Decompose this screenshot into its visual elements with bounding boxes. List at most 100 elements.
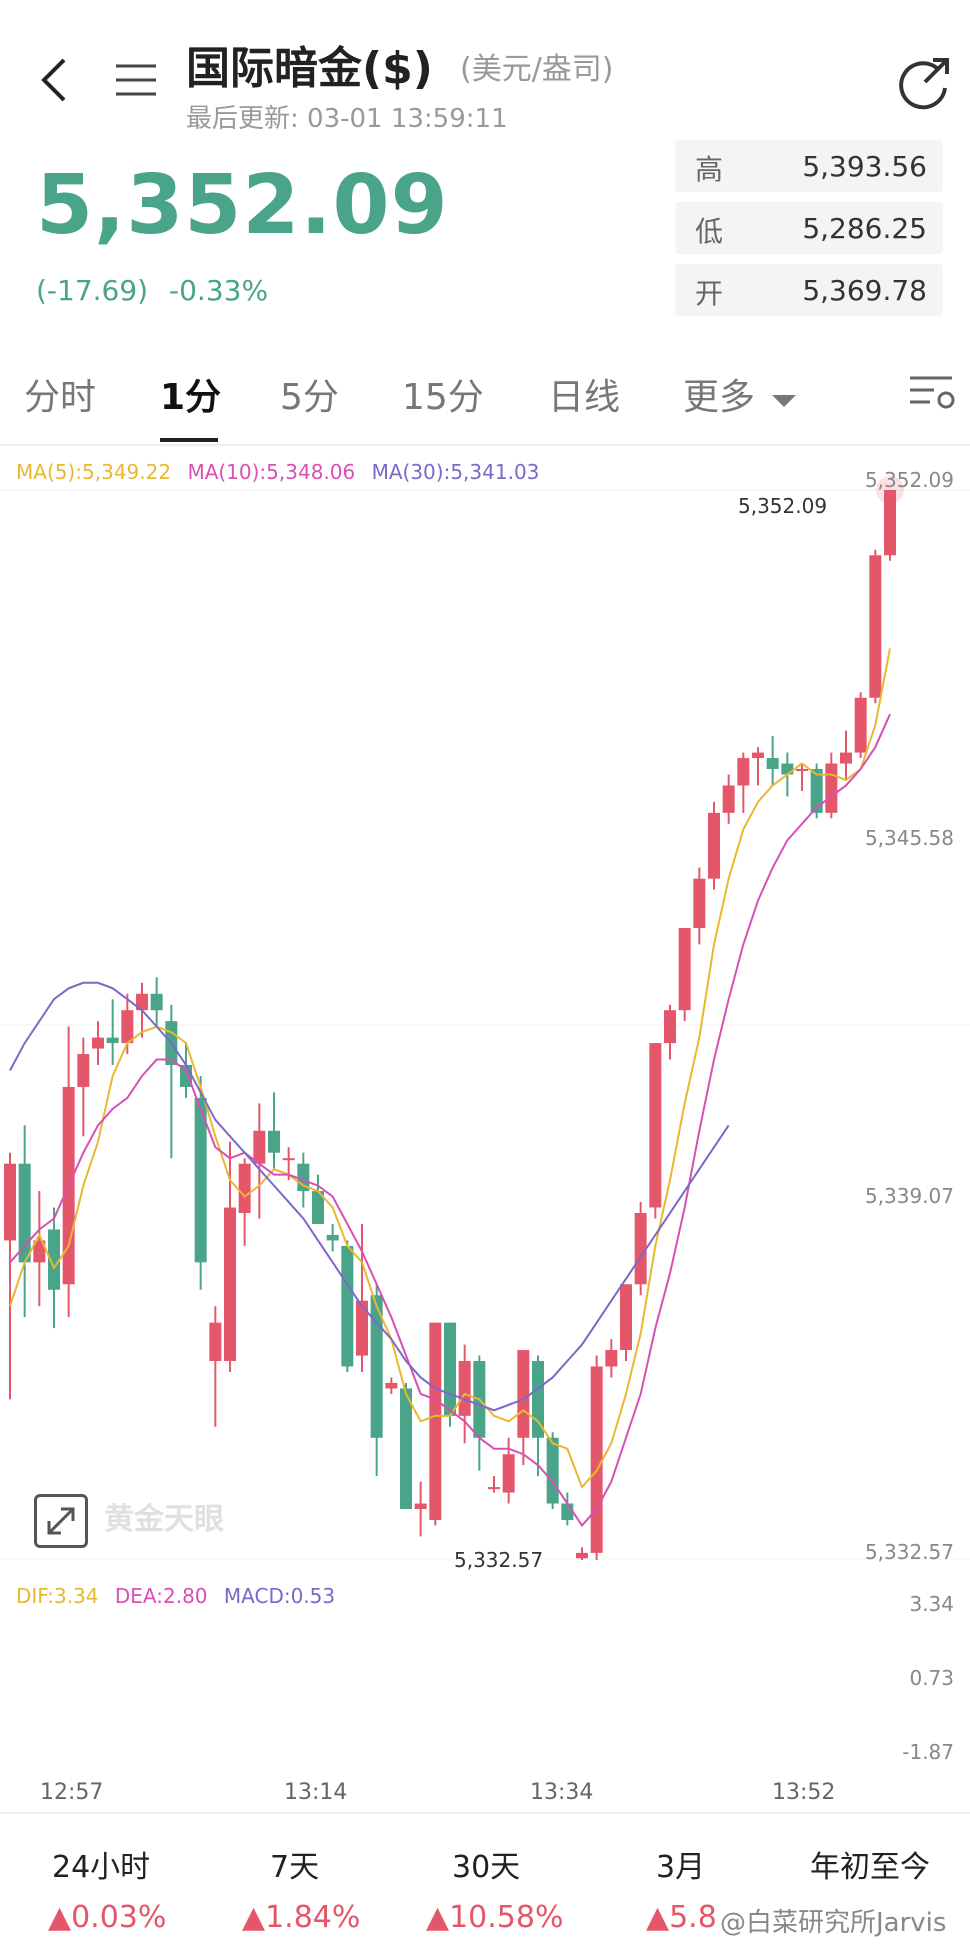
candle-body — [268, 1130, 280, 1153]
candle-body — [605, 1350, 618, 1367]
candle-body — [400, 1388, 412, 1510]
candle-body — [722, 785, 735, 813]
stat-value: 5,286.25 — [802, 212, 927, 245]
min-price-marker: 5,332.57 — [454, 1548, 544, 1572]
period-value-text: 10.58% — [449, 1900, 564, 1935]
candle-body — [77, 1054, 90, 1087]
up-triangle-icon: ▲ — [426, 1900, 450, 1935]
candle-body — [458, 1361, 471, 1416]
macd-tick: 3.34 — [909, 1592, 954, 1616]
candle-body — [825, 763, 838, 813]
period-30d-value: ▲10.58% — [426, 1900, 563, 1935]
stat-label: 高 — [695, 153, 724, 186]
candle-body — [4, 1163, 16, 1241]
change-percent: -0.33% — [169, 274, 269, 307]
candle-body — [546, 1437, 559, 1504]
candle-body — [33, 1240, 46, 1263]
time-tick: 13:14 — [284, 1780, 348, 1805]
up-triangle-icon: ▲ — [646, 1900, 670, 1935]
ma30-line — [9, 981, 730, 1412]
ma30-label: MA(30):5,341.03 — [371, 460, 540, 484]
macd-tick: 0.73 — [909, 1666, 954, 1690]
candle-body — [48, 1229, 60, 1290]
candle-body — [444, 1322, 456, 1416]
time-tick: 12:57 — [40, 1780, 104, 1805]
candle-body — [385, 1382, 398, 1389]
settings-icon — [910, 376, 955, 409]
time-tick: 13:52 — [772, 1780, 836, 1805]
y-tick: 5,345.58 — [864, 826, 954, 850]
candle-body — [884, 490, 896, 556]
stat-value: 5,393.56 — [802, 150, 927, 183]
candle-body — [502, 1454, 515, 1493]
up-triangle-icon: ▲ — [48, 1900, 72, 1935]
candle-body — [136, 993, 148, 1011]
candle-body — [737, 758, 750, 786]
tab-15min[interactable]: 15分 — [402, 377, 484, 418]
ma10-label: MA(10):5,348.06 — [187, 460, 356, 484]
period-3m-value: ▲5.8 — [646, 1900, 717, 1935]
footer-watermark: @白菜研究所Jarvis — [720, 1908, 947, 1938]
candle-body — [869, 555, 882, 698]
candle-body — [18, 1163, 31, 1263]
menu-icon — [116, 64, 156, 96]
ma-legend: MA(5):5,349.22 MA(10):5,348.06 MA(30):5,… — [16, 460, 539, 484]
unit-label: (美元/盎司) — [460, 52, 614, 87]
period-value-text: 1.84% — [265, 1900, 361, 1935]
periods-divider — [0, 1812, 970, 1814]
candle-body — [121, 1010, 134, 1044]
candle-body — [576, 1552, 588, 1559]
menu-button[interactable] — [110, 58, 162, 102]
share-button[interactable] — [895, 52, 955, 112]
candle-body — [150, 993, 163, 1011]
period-3m-label: 3月 — [656, 1850, 706, 1885]
candle-body — [92, 1037, 104, 1049]
back-button[interactable] — [30, 50, 82, 110]
candle-body — [429, 1322, 442, 1520]
period-value-text: 0.03% — [71, 1900, 167, 1935]
last-updated: 最后更新: 03-01 13:59:11 — [186, 104, 508, 134]
candle-body — [194, 1097, 207, 1263]
expand-icon — [47, 1507, 75, 1535]
macd-legend: DIF:3.34 DEA:2.80 MACD:0.53 — [16, 1584, 335, 1608]
tabs-divider — [0, 444, 970, 446]
stat-label: 开 — [695, 277, 724, 310]
candle-body — [708, 812, 720, 879]
period-24h-value: ▲0.03% — [48, 1900, 166, 1935]
candle-body — [326, 1234, 339, 1241]
dea-label: DEA:2.80 — [114, 1584, 208, 1608]
chevron-left-icon — [41, 58, 66, 102]
candle-body — [810, 769, 823, 813]
candle-body — [766, 758, 779, 770]
candle-body — [664, 1010, 676, 1044]
page-title: 国际暗金($) — [186, 43, 433, 94]
chart-watermark: 黄金天眼 — [104, 1502, 224, 1537]
candle-body — [634, 1213, 647, 1285]
tab-5min[interactable]: 5分 — [280, 377, 339, 418]
chart-settings-button[interactable] — [908, 372, 956, 416]
dif-label: DIF:3.34 — [16, 1584, 99, 1608]
period-7d-label: 7天 — [270, 1850, 320, 1885]
stat-high: 高 5,393.56 — [675, 140, 943, 192]
y-tick: 5,352.09 — [864, 468, 954, 492]
candle-body — [517, 1350, 530, 1438]
tab-more-label: 更多 — [683, 377, 756, 418]
candle-body — [414, 1503, 427, 1510]
tab-1min[interactable]: 1分 — [160, 377, 222, 418]
tab-fenshi[interactable]: 分时 — [24, 377, 97, 418]
candle-body — [312, 1191, 324, 1224]
candle-body — [209, 1322, 222, 1362]
candle-body — [620, 1284, 632, 1351]
max-glow — [876, 476, 904, 504]
last-price: 5,352.09 — [36, 158, 449, 253]
change-amount: (-17.69) — [36, 274, 149, 307]
candle-body — [840, 752, 852, 764]
ma10-line — [9, 713, 891, 1528]
candlestick-chart[interactable] — [0, 450, 970, 1560]
tab-more[interactable]: 更多 — [683, 368, 797, 420]
caret-down-icon — [772, 395, 797, 407]
macd-label: MACD:0.53 — [223, 1584, 336, 1608]
y-tick: 5,332.57 — [864, 1540, 954, 1564]
fullscreen-button[interactable] — [34, 1494, 88, 1548]
tab-daily[interactable]: 日线 — [548, 377, 621, 418]
